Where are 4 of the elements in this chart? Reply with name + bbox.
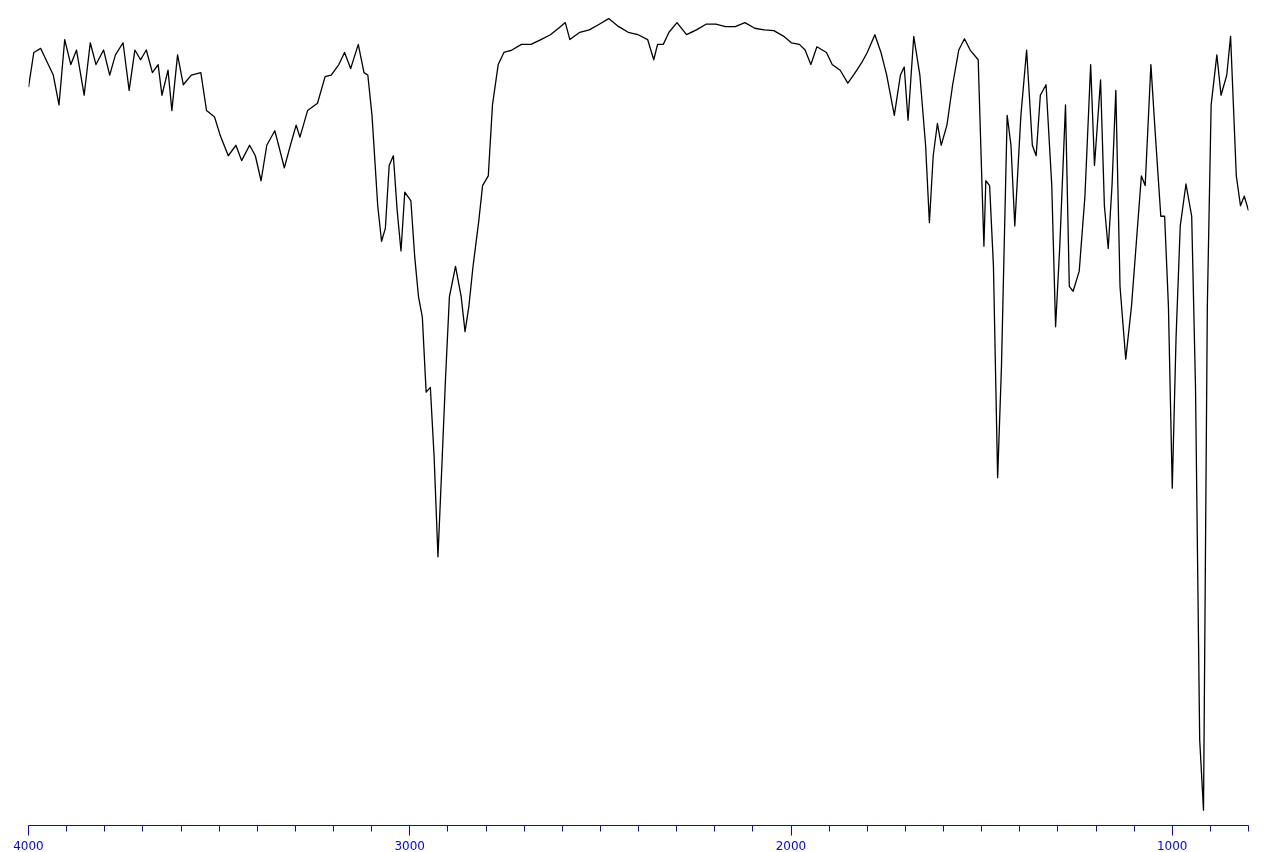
x-tick-label: 4000 <box>13 838 44 852</box>
x-tick-label: 2000 <box>775 838 807 852</box>
x-tick-label: 3000 <box>394 838 426 852</box>
x-tick-label: 1000 <box>1156 838 1188 852</box>
